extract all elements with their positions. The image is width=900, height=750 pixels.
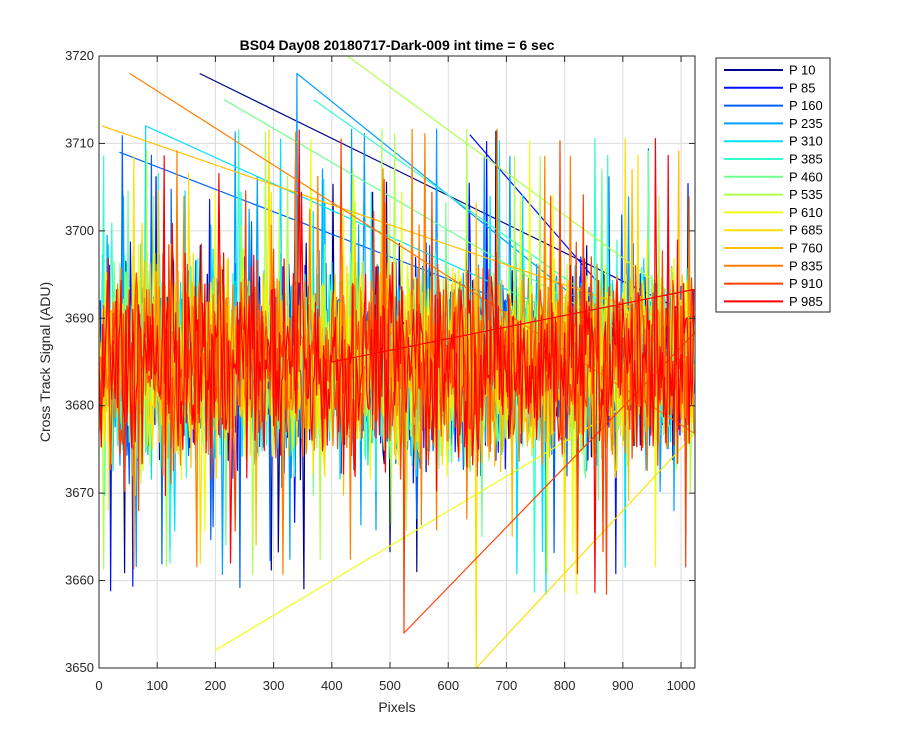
- x-tick-label: 300: [263, 678, 285, 693]
- x-tick-label: 900: [612, 678, 634, 693]
- legend-label: P 85: [789, 80, 816, 95]
- y-axis-ticks: 3650 3660 3670 3680 3690 3700 3710 3720: [65, 48, 695, 675]
- legend-label: P 760: [789, 241, 823, 256]
- legend-label: P 160: [789, 98, 823, 113]
- y-tick-label: 3670: [65, 485, 94, 500]
- legend-label: P 835: [789, 258, 823, 273]
- y-tick-label: 3690: [65, 310, 94, 325]
- chart-title: BS04 Day08 20180717-Dark-009 int time = …: [240, 37, 555, 53]
- plot-frame: [98, 55, 696, 669]
- y-tick-label: 3680: [65, 398, 94, 413]
- x-tick-label: 400: [321, 678, 343, 693]
- legend-label: P 535: [789, 187, 823, 202]
- legend-box: [715, 57, 831, 313]
- legend-label: P 10: [789, 63, 816, 78]
- y-tick-label: 3650: [65, 660, 94, 675]
- legend-label: P 310: [789, 134, 823, 149]
- series-line: [98, 129, 695, 593]
- x-tick-label: 700: [496, 678, 518, 693]
- y-axis-label: Cross Track Signal (ADU): [37, 282, 53, 442]
- y-tick-label: 3660: [65, 573, 94, 588]
- x-axis-label: Pixels: [378, 699, 415, 715]
- plot-lines: [98, 55, 695, 669]
- legend: P 10 P 85 P 160 P 235 P 310 P 385 P 460 P 535 P …: [715, 57, 831, 313]
- x-tick-label: 800: [554, 678, 576, 693]
- y-tick-label: 3710: [65, 135, 94, 150]
- x-tick-label: 200: [205, 678, 227, 693]
- x-tick-label: 100: [146, 678, 168, 693]
- x-tick-label: 500: [379, 678, 401, 693]
- x-tick-label: 0: [95, 678, 102, 693]
- legend-label: P 610: [789, 205, 823, 220]
- legend-label: P 235: [789, 116, 823, 131]
- legend-label: P 685: [789, 223, 823, 238]
- legend-label: P 385: [789, 152, 823, 167]
- legend-label: P 910: [789, 276, 823, 291]
- y-tick-label: 3720: [65, 48, 94, 63]
- y-tick-label: 3700: [65, 223, 94, 238]
- x-tick-label: 600: [437, 678, 459, 693]
- legend-label: P 460: [789, 169, 823, 184]
- x-axis-ticks: 0 100 200 300 400 500 600 700 800 900 1000: [95, 56, 695, 693]
- legend-label: P 985: [789, 294, 823, 309]
- x-tick-label: 1000: [667, 678, 696, 693]
